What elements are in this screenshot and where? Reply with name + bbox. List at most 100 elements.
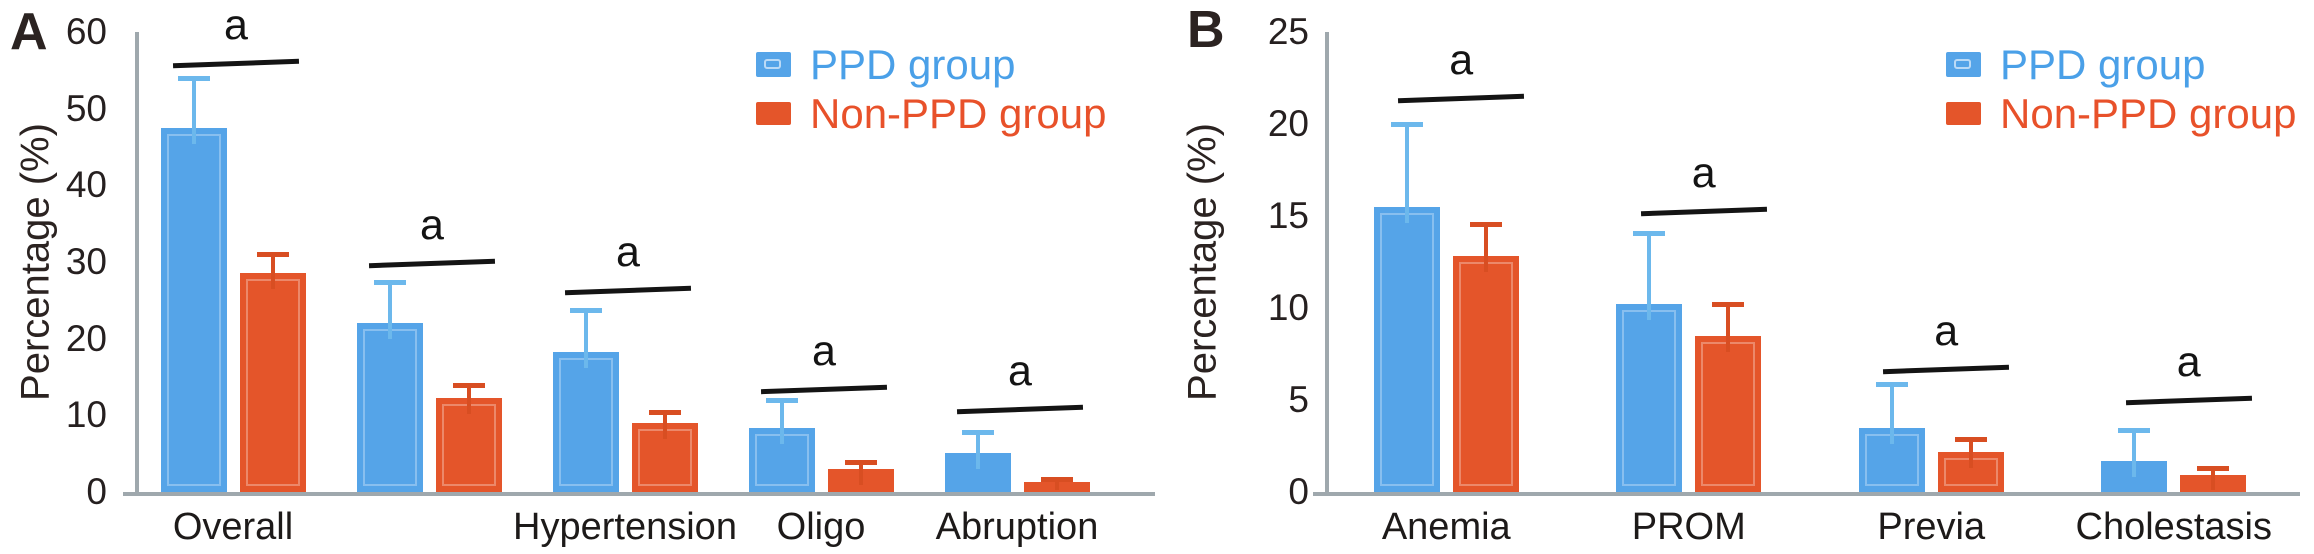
nonppd-error-cap [1469,221,1502,227]
significance-label: a [616,228,640,277]
significance-label: a [1691,148,1716,197]
nonppd-error-cap [648,409,681,415]
y-axis-line [135,32,139,496]
significance-line [1883,364,2010,375]
nonppd-error-cap [2197,466,2230,472]
ppd-error-cap [765,397,798,403]
significance-line [2125,395,2252,406]
category-label: PROM [1631,506,1746,548]
ppd-bar [356,323,423,492]
plot-area-a: 0 10 20 30 40 50 60 Overall Hypertension Oligo Abr… [65,1,1155,548]
legend-item-ppd: PPD group [1946,40,2296,89]
x-axis-line [1313,492,2300,496]
significance-line [172,58,300,69]
ppd-error-bar [2132,427,2137,477]
legend-label-ppd: PPD group [810,40,1016,88]
significance-label: a [1008,346,1032,395]
bar-inner-outline [166,133,221,486]
category-label: Abruption [935,506,1099,548]
bar-inner-outline [245,278,300,486]
significance-line [760,384,888,395]
significance-label: a [1934,306,1959,355]
ppd-error-bar [975,429,980,469]
significance-line [368,259,496,269]
ppd-error-cap [1390,122,1423,128]
ppd-bar [1373,206,1440,492]
nonppd-error-cap [1954,436,1987,442]
category-label: Oligo [776,506,866,548]
nonppd-bar [1695,335,1762,492]
tick-label: 5 [1288,379,1309,420]
significance-label: a [812,326,836,375]
nonppd-error-bar [270,252,275,289]
tick-label: 10 [1267,287,1309,328]
ppd-bar [160,127,227,492]
significance-label: a [2176,338,2201,387]
nonppd-error-cap [256,252,289,258]
legend-item-nonppd: Non-PPD group [756,89,1106,138]
ppd-error-cap [2118,427,2151,433]
nonppd-error-cap [452,383,485,389]
panel-label-b: B [1187,1,1225,59]
ppd-error-bar [1404,122,1409,223]
tick-label: 0 [86,471,107,512]
x-axis-line [123,492,1155,496]
category-label: Previa [1877,506,1986,548]
tick-label: 20 [1267,103,1309,144]
ppd-error-bar [1647,230,1652,321]
ppd-error-bar [387,280,392,340]
nonppd-error-bar [1054,476,1059,490]
bar-inner-outline [1701,341,1756,486]
legend-item-nonppd: Non-PPD group [1946,89,2296,138]
category-label: Overall [172,506,294,548]
significance-label: a [420,201,444,250]
ppd-error-bar [779,397,784,445]
ppd-error-cap [961,429,994,435]
tick-label: 25 [1267,11,1309,52]
ppd-error-bar [1889,381,1894,444]
tick-label: 20 [65,317,107,359]
bar-inner-outline [362,329,417,486]
nonppd-bar [1452,256,1519,492]
tick-label: 10 [65,394,107,436]
category-label: Hypertension [513,506,737,548]
bar-inner-outline [1622,310,1677,486]
legend-a: PPD group Non-PPD group [756,40,1106,138]
significance-line [1640,206,1767,216]
significance-label: a [1449,36,1474,85]
nonppd-error-bar [2211,466,2216,490]
nonppd-swatch-icon [1946,102,1981,125]
nonppd-swatch-icon [756,102,791,125]
panel-label-a: A [10,3,48,61]
bar-inner-outline [1379,212,1434,486]
bar-inner-outline [441,403,496,486]
ppd-swatch-icon [756,52,791,77]
legend-label-nonppd: Non-PPD group [2000,89,2297,137]
nonppd-error-cap [1040,476,1073,482]
ppd-error-cap [1875,381,1908,387]
tick-label: 40 [65,164,107,206]
tick-label: 30 [65,241,107,282]
nonppd-bar [239,272,306,492]
nonppd-error-bar [858,459,863,485]
significance-label: a [224,1,248,50]
tick-label: 15 [1267,195,1309,236]
ppd-error-cap [1633,230,1666,236]
ppd-bar [1616,304,1683,492]
legend-label-nonppd: Non-PPD group [810,89,1107,137]
panel-a: A Percentage (%) 0 10 20 30 40 50 60 Overall Hyp… [10,1,1155,548]
ppd-error-cap [569,308,602,313]
plot-area-b: 0 5 10 15 20 25 Anemia PROM Previa Cholestasis a a a… [1157,0,2314,554]
ppd-error-bar [191,76,196,144]
legend-b: PPD group Non-PPD group [1946,40,2296,138]
nonppd-error-bar [1968,436,1973,468]
panel-b: B Percentage (%) 0 5 10 15 20 25 Anemia PROM Pre… [1157,0,2314,554]
significance-line [564,285,692,296]
significance-line [1398,94,1525,104]
significance-line [956,404,1084,415]
tick-label: 50 [65,87,107,129]
tick-label: 60 [65,11,107,52]
ppd-error-cap [373,280,406,286]
legend-item-ppd: PPD group [756,40,1106,89]
